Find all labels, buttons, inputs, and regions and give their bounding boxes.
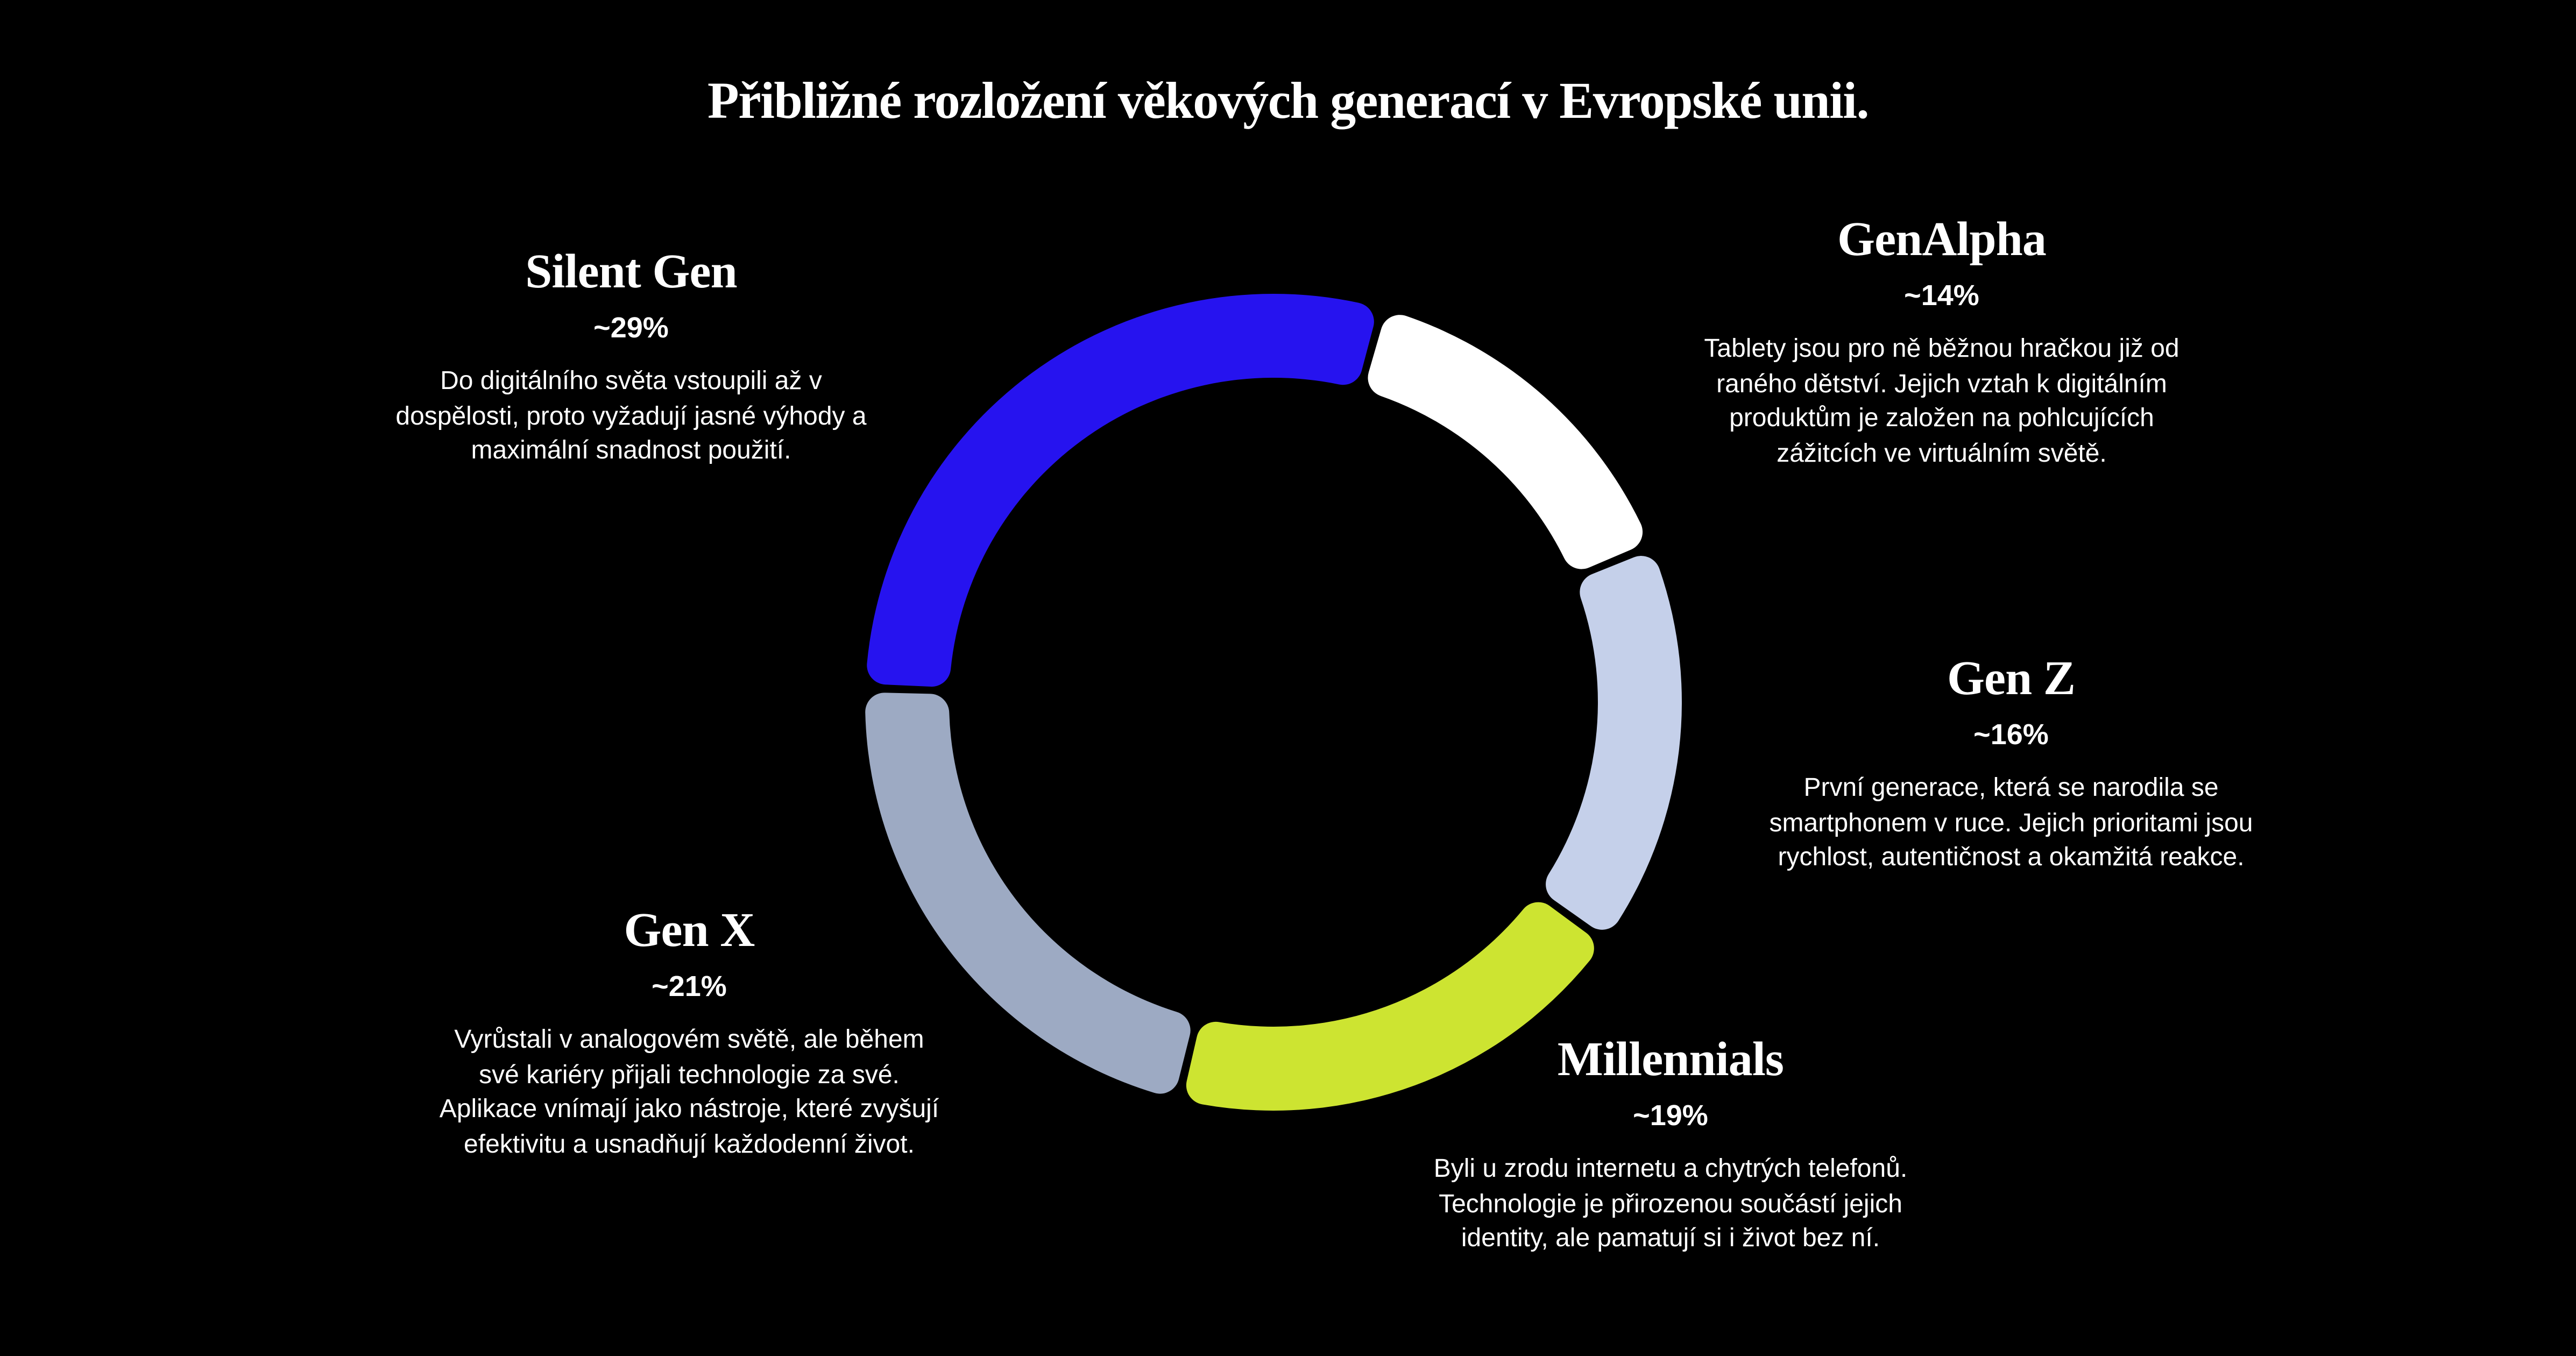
generation-card-gen-x: Gen X ~21% Vyrůstali v analogovém světě,…: [374, 904, 1004, 1162]
generation-description: Vyrůstali v analogovém světě, ale během …: [439, 1027, 939, 1159]
donut-segment-gen-z: [1546, 556, 1682, 930]
donut-segment-gen-x: [865, 693, 1191, 1094]
generation-title: Gen Z: [1947, 652, 2076, 705]
generation-description: Byli u zrodu internetu a chytrých telefo…: [1433, 1156, 1908, 1253]
generation-card-gen-alpha: GenAlpha ~14% Tablety jsou pro ně běžnou…: [1635, 213, 2248, 471]
generation-percentage: ~19%: [1633, 1099, 1708, 1132]
generation-percentage: ~14%: [1904, 279, 1979, 312]
generation-percentage: ~21%: [652, 970, 727, 1002]
generation-card-millennials: Millennials ~19% Byli u zrodu internetu …: [1356, 1033, 1985, 1257]
generation-card-gen-z: Gen Z ~16% První generace, která se naro…: [1696, 652, 2326, 876]
generation-title: Silent Gen: [525, 245, 737, 299]
generation-title: GenAlpha: [1837, 213, 2047, 266]
generation-description: Tablety jsou pro ně běžnou hračkou již o…: [1704, 336, 2179, 468]
donut-chart: [865, 294, 1682, 1111]
donut-segment-gen-alpha: [1368, 315, 1643, 569]
donut-segment-millennials: [1186, 902, 1594, 1111]
generation-percentage: ~16%: [1973, 718, 2049, 751]
generation-percentage: ~29%: [593, 312, 669, 344]
donut-segment-silent-gen: [867, 294, 1374, 687]
generation-title: Millennials: [1557, 1033, 1784, 1086]
generation-title: Gen X: [624, 904, 755, 957]
page-title: Přibližné rozložení věkových generací v …: [707, 71, 1869, 129]
generation-description: Do digitálního světa vstoupili až v dosp…: [395, 368, 867, 465]
generation-card-silent-gen: Silent Gen ~29% Do digitálního světa vst…: [324, 245, 938, 469]
generation-description: První generace, která se narodila se sma…: [1769, 775, 2253, 872]
